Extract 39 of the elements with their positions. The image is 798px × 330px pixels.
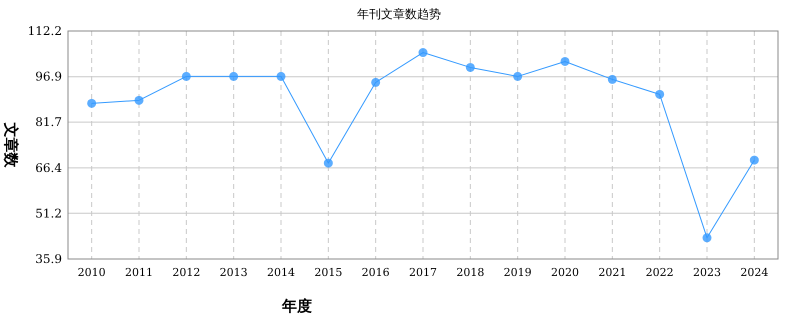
x-tick-label: 2020 [551, 266, 579, 279]
point [182, 72, 191, 81]
x-tick-label: 2013 [220, 266, 248, 279]
y-tick-label: 66.4 [35, 160, 62, 175]
point [466, 62, 475, 72]
x-tick-label: 2012 [172, 266, 200, 279]
x-tick-label: 2022 [646, 266, 674, 279]
x-tick-label: 2016 [362, 266, 390, 279]
point [513, 72, 522, 81]
x-tick-label: 2017 [409, 266, 437, 279]
x-tick-label: 2021 [598, 266, 626, 279]
y-tick-label: 51.2 [35, 206, 62, 220]
point [418, 48, 428, 58]
point [87, 98, 96, 108]
point [276, 72, 286, 81]
point [655, 90, 664, 99]
point [371, 78, 380, 87]
point [324, 158, 333, 168]
x-tick-label: 2010 [78, 266, 106, 279]
x-tick-label: 2018 [456, 266, 484, 279]
x-tick-label: 2014 [267, 266, 295, 279]
x-tick-label: 2019 [504, 266, 532, 279]
x-tick-label: 2011 [125, 266, 153, 279]
y-tick-label: 81.7 [35, 115, 62, 130]
y-tick-label: 112.2 [28, 24, 62, 38]
x-tick-label: 2023 [693, 266, 721, 279]
point [608, 74, 617, 84]
point [750, 156, 759, 165]
x-axis-title: 年度 [281, 297, 312, 315]
x-tick-label: 2015 [314, 266, 342, 279]
y-tick-label: 96.9 [35, 70, 62, 84]
point [560, 56, 570, 66]
point [134, 96, 144, 105]
point [229, 72, 238, 81]
x-tick-label: 2024 [740, 266, 768, 279]
point [702, 233, 712, 242]
y-tick-label: 35.9 [35, 252, 62, 266]
y-axis-title: 文章数 [2, 122, 20, 168]
chart-title: 年刊文章数趋势 [357, 7, 441, 21]
